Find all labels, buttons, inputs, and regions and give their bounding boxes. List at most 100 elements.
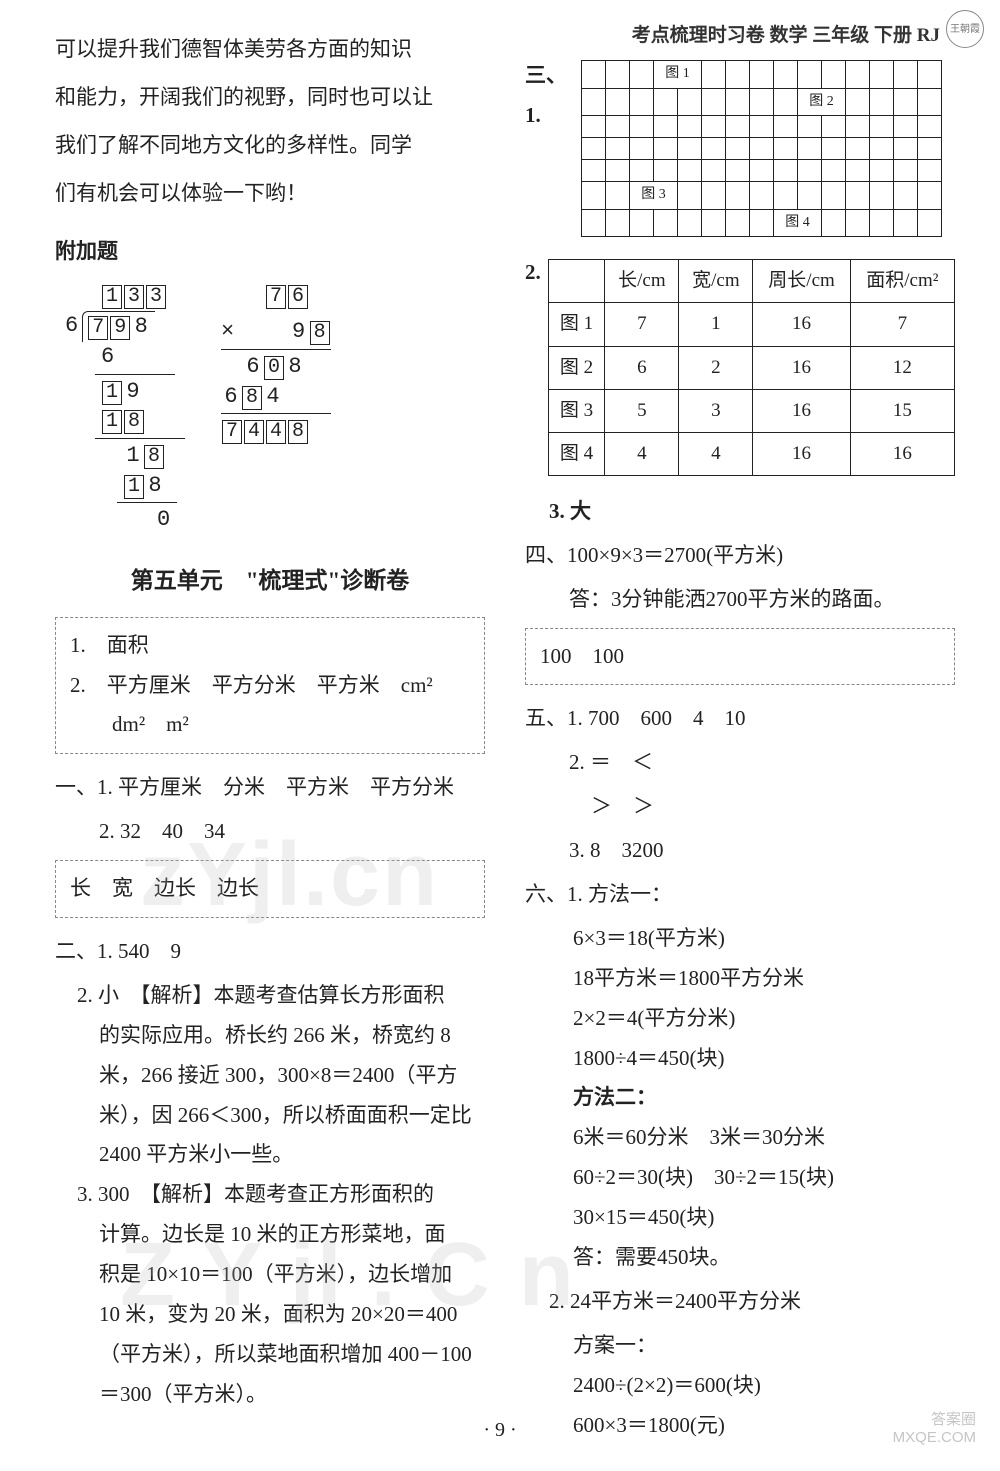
divisor: 6 <box>65 311 82 341</box>
line-6-8: 答：需要450块。 <box>525 1238 955 1278</box>
q-d2: 3 <box>124 285 144 309</box>
page-header: 考点梳理时习卷 数学 三年级 下册 RJ <box>632 18 940 54</box>
line-6-2: 18平方米＝1800平方分米 <box>525 959 955 999</box>
c: 1 <box>679 303 753 346</box>
p2b: 8 <box>242 386 262 410</box>
left-column: 可以提升我们德智体美劳各方面的知识 和能力，开阔我们的视野，同时也可以让 我们了… <box>55 30 485 1445</box>
r1b1: 1 <box>102 410 122 434</box>
r2a2: 8 <box>144 445 164 469</box>
corner-watermark: 答案圈 MXQE.COM <box>893 1411 976 1447</box>
longdiv-block: 133 6 798 6 19 18 18 <box>65 281 485 535</box>
dd2: 9 <box>110 316 130 340</box>
line-6-1: 6×3＝18(平方米) <box>525 919 955 959</box>
c: 15 <box>850 389 954 432</box>
grid-diagram: 图 1 图 2 图 3 图 4 <box>581 60 942 237</box>
line-2-1: 二、1. 540 9 <box>55 932 485 972</box>
r1a1: 1 <box>102 381 122 405</box>
corner-wm-1: 答案圈 <box>893 1411 976 1429</box>
c: 图 4 <box>548 432 605 475</box>
th-0 <box>548 260 605 303</box>
dashed-box-3: 100 100 <box>525 628 955 686</box>
line-5-3: 3. 8 3200 <box>525 831 955 871</box>
line-2-3a: 3. 300 【解析】本题考查正方形面积的 <box>55 1175 485 1215</box>
r1b2: 8 <box>124 410 144 434</box>
stamp-badge: 王朝霞 <box>946 10 984 48</box>
line-6-9: 方案一： <box>525 1326 955 1366</box>
line-6-head: 六、1. 方法一： <box>525 875 955 915</box>
intro-line-4: 们有机会可以体验一下哟！ <box>55 174 485 214</box>
p1b: 0 <box>264 356 284 380</box>
box1-l1: 1. 面积 <box>70 626 470 666</box>
line-1-1: 一、1. 平方厘米 分米 平方米 平方分米 <box>55 768 485 808</box>
line-2-2a: 2. 小 【解析】本题考查估算长方形面积 <box>55 976 485 1016</box>
line-4a: 四、100×9×3＝2700(平方米) <box>525 536 955 576</box>
page-number: · 9 · <box>0 1411 1000 1449</box>
r2a1: 1 <box>123 441 143 471</box>
th-1: 长/cm <box>605 260 679 303</box>
r2b1: 1 <box>124 475 144 499</box>
th-2: 宽/cm <box>679 260 753 303</box>
q2-num: 2. <box>525 253 548 293</box>
p1a: 6 <box>243 352 263 382</box>
c: 16 <box>850 432 954 475</box>
line-3-3: 3. 大 <box>525 492 955 532</box>
rc: 4 <box>266 420 286 444</box>
corner-wm-2: MXQE.COM <box>893 1429 976 1447</box>
q-d3: 3 <box>146 285 166 309</box>
line-6-6: 60÷2＝30(块) 30÷2＝15(块) <box>525 1158 955 1198</box>
line-2-2d: 米），因 266＜300，所以桥面面积一定比 <box>55 1096 485 1136</box>
grid-lbl-2: 图 2 <box>798 88 846 116</box>
c: 16 <box>753 346 850 389</box>
r1a2: 9 <box>123 377 143 407</box>
line-6-10: 2400÷(2×2)＝600(块) <box>525 1366 955 1406</box>
c: 3 <box>679 389 753 432</box>
c: 2 <box>679 346 753 389</box>
p1c: 8 <box>285 352 305 382</box>
c: 4 <box>679 432 753 475</box>
c: 5 <box>605 389 679 432</box>
remainder: 0 <box>65 505 185 535</box>
p2a: 6 <box>221 382 241 412</box>
intro-line-1: 可以提升我们德智体美劳各方面的知识 <box>55 30 485 70</box>
unit-title: 第五单元 "梳理式"诊断卷 <box>55 559 485 603</box>
line-2-3d: 10 米，变为 20 米，面积为 20×20＝400 <box>55 1295 485 1335</box>
ra: 7 <box>222 420 242 444</box>
line-2-3c: 积是 10×10＝100（平方米），边长增加 <box>55 1255 485 1295</box>
th-3: 周长/cm <box>753 260 850 303</box>
c: 16 <box>753 303 850 346</box>
m2a: 9 <box>289 317 309 347</box>
division-column: 133 6 798 6 19 18 18 <box>65 281 185 535</box>
line-1-2: 2. 32 40 34 <box>55 812 485 852</box>
line-6-2head: 2. 24平方米＝2400平方分米 <box>525 1282 955 1322</box>
th-4: 面积/cm² <box>850 260 954 303</box>
dd1: 7 <box>88 316 108 340</box>
rb: 4 <box>244 420 264 444</box>
line-2-3f: ＝300（平方米）。 <box>55 1375 485 1415</box>
line-5-1: 五、1. 700 600 4 10 <box>525 699 955 739</box>
box1-l2: 2. 平方厘米 平方分米 平方米 cm² <box>70 666 470 706</box>
line-6-7: 30×15＝450(块) <box>525 1198 955 1238</box>
r2b2: 8 <box>145 471 165 501</box>
line-2-3e: （平方米），所以菜地面积增加 400－100 <box>55 1335 485 1375</box>
line-6-3: 2×2＝4(平方分米) <box>525 999 955 1039</box>
intro-line-3: 我们了解不同地方文化的多样性。同学 <box>55 126 485 166</box>
m2b: 8 <box>310 321 330 345</box>
line-2-3b: 计算。边长是 10 米的正方形菜地，面 <box>55 1215 485 1255</box>
intro-line-2: 和能力，开阔我们的视野，同时也可以让 <box>55 78 485 118</box>
line-6-5: 6米＝60分米 3米＝30分米 <box>525 1118 955 1158</box>
line-2-2b: 的实际应用。桥长约 266 米，桥宽约 8 <box>55 1016 485 1056</box>
right-column: 三、1. 图 1 图 2 图 3 图 4 2. 长/cm 宽/ <box>525 30 955 1445</box>
q-d1: 1 <box>102 285 122 309</box>
dd3: 8 <box>131 312 151 342</box>
data-table: 长/cm 宽/cm 周长/cm 面积/cm² 图 171167 图 262161… <box>548 259 955 475</box>
grid-lbl-1: 图 1 <box>654 61 702 89</box>
c: 6 <box>605 346 679 389</box>
c: 7 <box>850 303 954 346</box>
c: 图 1 <box>548 303 605 346</box>
mult-column: 76 × 98 608 684 7448 <box>221 281 331 535</box>
c: 7 <box>605 303 679 346</box>
grid-lbl-4: 图 4 <box>774 209 822 237</box>
line-6-m2: 方法二： <box>525 1078 955 1118</box>
mt2: 6 <box>288 285 308 309</box>
line-5-2a: 2. ＝ ＜ <box>525 743 955 783</box>
